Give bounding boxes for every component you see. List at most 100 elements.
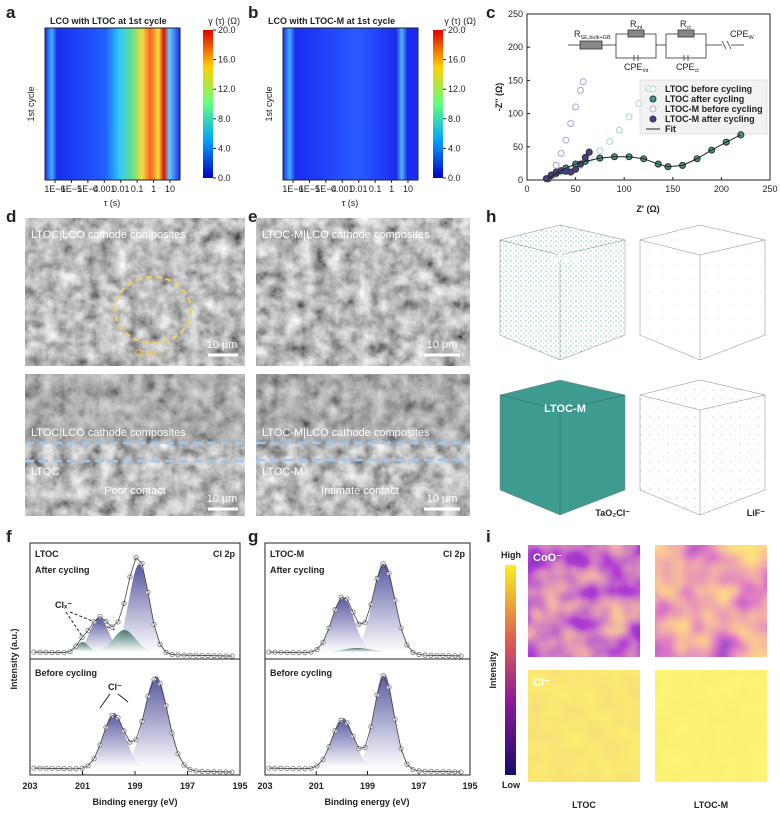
y-label: -Z'' (Ω) — [494, 83, 504, 112]
layer-label: LTOC-M — [262, 466, 303, 478]
colorbar-tick-label: 16.0 — [218, 55, 236, 65]
ion-label: TaO₂Cl⁻ — [595, 508, 630, 518]
subscript: int — [643, 68, 649, 74]
data-point — [567, 120, 575, 128]
subscript: ct — [695, 68, 700, 74]
map — [528, 545, 640, 657]
x-tick-label: 100 — [617, 184, 632, 194]
envelope — [33, 679, 233, 773]
colorbar-tick-label: 12.0 — [218, 84, 236, 94]
panel-label: b — [248, 3, 258, 22]
x-tick-label: 0.001 — [93, 184, 116, 194]
circuit-label: CPEW — [730, 29, 755, 41]
x-tick-label: 50 — [571, 184, 581, 194]
colorbar-tick-label: 4.0 — [448, 143, 461, 153]
colorbar — [505, 565, 516, 775]
tof-maps: High Low Intensity CoO⁻ Cl⁻ LTOC LTOC-M — [488, 545, 767, 810]
y-tick-label: 150 — [508, 75, 523, 85]
data-point — [606, 137, 614, 146]
x-label: Binding energy (eV) — [324, 797, 409, 807]
circuit-label: Rct — [680, 19, 691, 31]
layer-label: LTOC — [31, 466, 59, 478]
colorbar-label: Intensity — [488, 651, 498, 688]
cube — [639, 379, 766, 516]
caption: LTOC|LCO cathode composites — [31, 229, 186, 241]
xps-f: LTOC Cl 2p After cycling Clₓ⁻ Before cyc… — [9, 542, 248, 807]
panel-label: a — [6, 3, 16, 22]
sem-d: LTOC|LCO cathode composites Cracks 10 μm… — [25, 218, 245, 516]
symbol: CPE — [730, 29, 749, 39]
sample-label: LTOC-M — [694, 800, 728, 810]
panel-label: d — [6, 207, 16, 226]
x-tick-label: 1 — [389, 184, 394, 194]
colorbar-tick-label: 12.0 — [448, 84, 466, 94]
legend-label: LTOC after cycling — [665, 94, 744, 104]
x-tick-label: 1E−4 — [77, 184, 98, 194]
x-tick-label: 203 — [257, 781, 272, 791]
y-label: 1st cycle — [26, 86, 36, 121]
scale-label: 10 μm — [207, 339, 238, 351]
data-point — [576, 86, 585, 94]
annotation: Cracks — [135, 348, 164, 358]
sem-image — [256, 218, 470, 366]
data-point — [596, 147, 604, 155]
data-point — [615, 126, 623, 134]
state-label: Before cycling — [35, 668, 97, 678]
frame — [282, 27, 419, 181]
x-label: τ (s) — [342, 198, 359, 208]
x-tick-label: 197 — [180, 781, 195, 791]
fitted-peak — [30, 676, 240, 768]
scale-label: 10 μm — [427, 493, 458, 505]
legend-label: LTOC-M before cycling — [665, 104, 763, 114]
shade — [256, 374, 470, 444]
y-label: 1st cycle — [264, 86, 274, 121]
x-tick-label: 199 — [360, 781, 375, 791]
envelope — [268, 562, 462, 657]
sample-label: LTOC-M — [544, 403, 586, 415]
y-tick-label: 100 — [508, 109, 523, 119]
highlight — [113, 275, 193, 345]
fitted-peak — [265, 562, 470, 652]
data-point — [552, 161, 560, 169]
ion-label: Cl⁻ — [533, 677, 550, 689]
scale-label: 10 μm — [427, 339, 458, 351]
x-tick-label: 200 — [714, 184, 729, 194]
caption: LTOC|LCO cathode composites — [31, 427, 186, 439]
xps-g: LTOC-M Cl 2p After cycling Before cyclin… — [257, 542, 478, 807]
x-tick-label: 203 — [22, 781, 37, 791]
y-label: Intensity (a.u.) — [9, 628, 19, 689]
caption: LTOC-M|LCO cathode composites — [262, 427, 430, 439]
title: LCO with LTOC at 1st cycle — [50, 16, 167, 26]
nyquist-plot: Z' (Ω) -Z'' (Ω) RSE,bulk+GBRintCPEintRct… — [494, 9, 778, 214]
colorbar-tick-label: 20.0 — [448, 25, 466, 35]
cube-edge — [499, 239, 626, 360]
x-tick-label: 1E−5 — [61, 184, 82, 194]
frame — [44, 27, 181, 181]
symbol: R — [574, 29, 581, 39]
cube-edge — [639, 394, 766, 515]
legend — [639, 79, 768, 135]
cube — [499, 379, 626, 516]
sample-label: LTOC — [35, 549, 59, 559]
circuit-label: CPEint — [624, 62, 649, 74]
x-tick-label: 0 — [524, 184, 529, 194]
y-tick-label: 200 — [508, 42, 523, 52]
cube — [499, 224, 626, 361]
x-tick-label: 199 — [127, 781, 142, 791]
legend-label: LTOC-M after cycling — [665, 114, 755, 124]
colorbar-tick-label: 20.0 — [218, 25, 236, 35]
sem-image — [256, 374, 470, 516]
arrow — [65, 611, 116, 637]
x-tick-label: 150 — [665, 184, 680, 194]
symbol: CPE — [676, 62, 695, 72]
data-point — [572, 103, 580, 111]
sample-label: LTOC-M — [270, 549, 304, 559]
data-point — [635, 100, 643, 108]
low-label: Low — [502, 780, 521, 790]
colorbar-tick-label: 4.0 — [218, 143, 231, 153]
species-label: Clₓ⁻ — [55, 600, 72, 610]
contact-label: Intimate contact — [321, 485, 399, 497]
legend-label: LTOC before cycling — [665, 84, 752, 94]
x-label: τ (s) — [104, 198, 121, 208]
colorbar-tick-label: 8.0 — [448, 114, 461, 124]
